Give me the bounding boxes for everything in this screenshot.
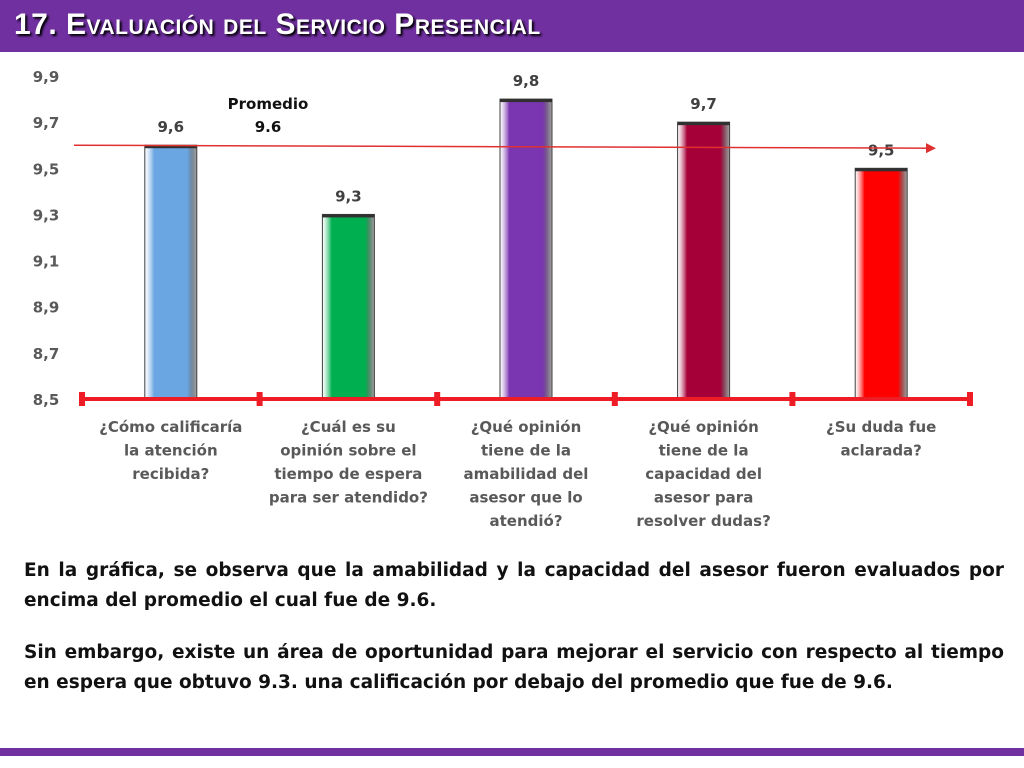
summary-paragraph-2: Sin embargo, existe un área de oportunid…	[24, 642, 1004, 693]
category-label: ¿Qué opinión	[648, 418, 759, 436]
y-tick-label: 9,7	[33, 114, 60, 132]
y-tick-label: 9,9	[33, 68, 60, 86]
bar	[144, 144, 198, 400]
data-label: 9,8	[513, 72, 540, 90]
category-label: la atención	[124, 442, 218, 460]
footer-bar	[0, 748, 1024, 756]
category-label: asesor para	[654, 489, 753, 507]
summary-text: En la gráfica, se observa que la amabili…	[24, 556, 1004, 720]
average-label: Promedio	[228, 95, 309, 113]
y-tick-label: 9,3	[33, 206, 60, 224]
x-axis-tick	[789, 392, 796, 406]
y-tick-label: 8,9	[33, 299, 60, 317]
average-line	[73, 143, 936, 154]
bar-chart: 8,5 8,7 8,9 9,1 9,3 9,5 9,7 9,9 9,6 ¿Cómo calific…	[33, 68, 973, 530]
x-axis-tick	[967, 392, 973, 406]
data-label: 9,7	[690, 95, 717, 113]
bar	[677, 121, 731, 400]
category-label: ¿Cómo calificaría	[99, 418, 242, 436]
x-axis-tick	[256, 392, 263, 406]
category-label: opinión sobre el	[280, 442, 416, 460]
bar-cap	[144, 145, 197, 149]
bar	[499, 98, 553, 400]
bar	[854, 167, 908, 400]
category-label: asesor que lo	[469, 489, 582, 507]
x-axis-tick	[79, 392, 85, 406]
category-label: para ser atendido?	[269, 489, 428, 507]
average-label: 9.6	[255, 118, 282, 136]
x-axis-tick	[611, 392, 618, 406]
bar-cap	[322, 214, 375, 218]
category-label: ¿Su duda fue	[826, 418, 936, 436]
category-label: tiene de la	[481, 442, 571, 460]
category-label: tiempo de espera	[274, 465, 422, 483]
category-label: recibida?	[132, 465, 209, 483]
category-label: atendió?	[489, 512, 562, 530]
y-tick-label: 9,1	[33, 253, 60, 271]
y-tick-label: 8,7	[33, 345, 60, 363]
category-label: tiene de la	[659, 442, 749, 460]
page-title: 17. Evaluación del Servicio Presencial	[14, 8, 541, 41]
summary-paragraph-1: En la gráfica, se observa que la amabili…	[24, 560, 1004, 611]
category-label: ¿Qué opinión	[471, 418, 582, 436]
data-label: 9,6	[158, 118, 185, 136]
y-tick-label: 9,5	[33, 160, 60, 178]
category-label: resolver dudas?	[636, 512, 770, 530]
x-axis-tick	[434, 392, 441, 406]
y-tick-label: 8,5	[33, 391, 60, 409]
category-label: ¿Cuál es su	[301, 418, 396, 436]
bar-cap	[677, 122, 730, 126]
data-label: 9,3	[335, 187, 362, 205]
bar	[321, 213, 375, 400]
category-label: aclarada?	[841, 442, 922, 460]
data-label: 9,5	[868, 141, 895, 159]
header-bar: 17. Evaluación del Servicio Presencial	[0, 0, 1024, 52]
category-label: capacidad del	[645, 465, 762, 483]
category-label: amabilidad del	[464, 465, 589, 483]
chart-area: 8,5 8,7 8,9 9,1 9,3 9,5 9,7 9,9 9,6 ¿Cómo calific…	[0, 52, 1024, 540]
bar-cap	[500, 99, 552, 103]
bar-cap	[855, 168, 908, 172]
